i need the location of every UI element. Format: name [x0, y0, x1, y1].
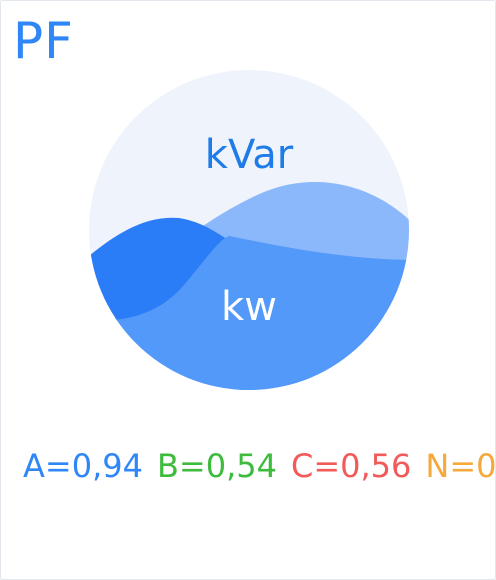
- phase-b-value: B=0,54: [156, 447, 277, 485]
- gauge-top-label: kVar: [205, 132, 294, 178]
- card-title: PF: [13, 12, 74, 70]
- gauge-bottom-label: kw: [221, 284, 277, 330]
- phase-values: A=0,94 B=0,54 C=0,56 N=0,76: [23, 441, 496, 491]
- wave-front: [89, 236, 409, 390]
- pf-wave-gauge: kVar kw: [89, 70, 409, 390]
- wave-mid: [89, 217, 229, 323]
- phase-a-value: A=0,94: [23, 447, 143, 485]
- phase-c-value: C=0,56: [290, 447, 412, 485]
- phase-n-value: N=0,76: [425, 447, 496, 485]
- wave-gauge-svg: kVar kw: [89, 70, 409, 390]
